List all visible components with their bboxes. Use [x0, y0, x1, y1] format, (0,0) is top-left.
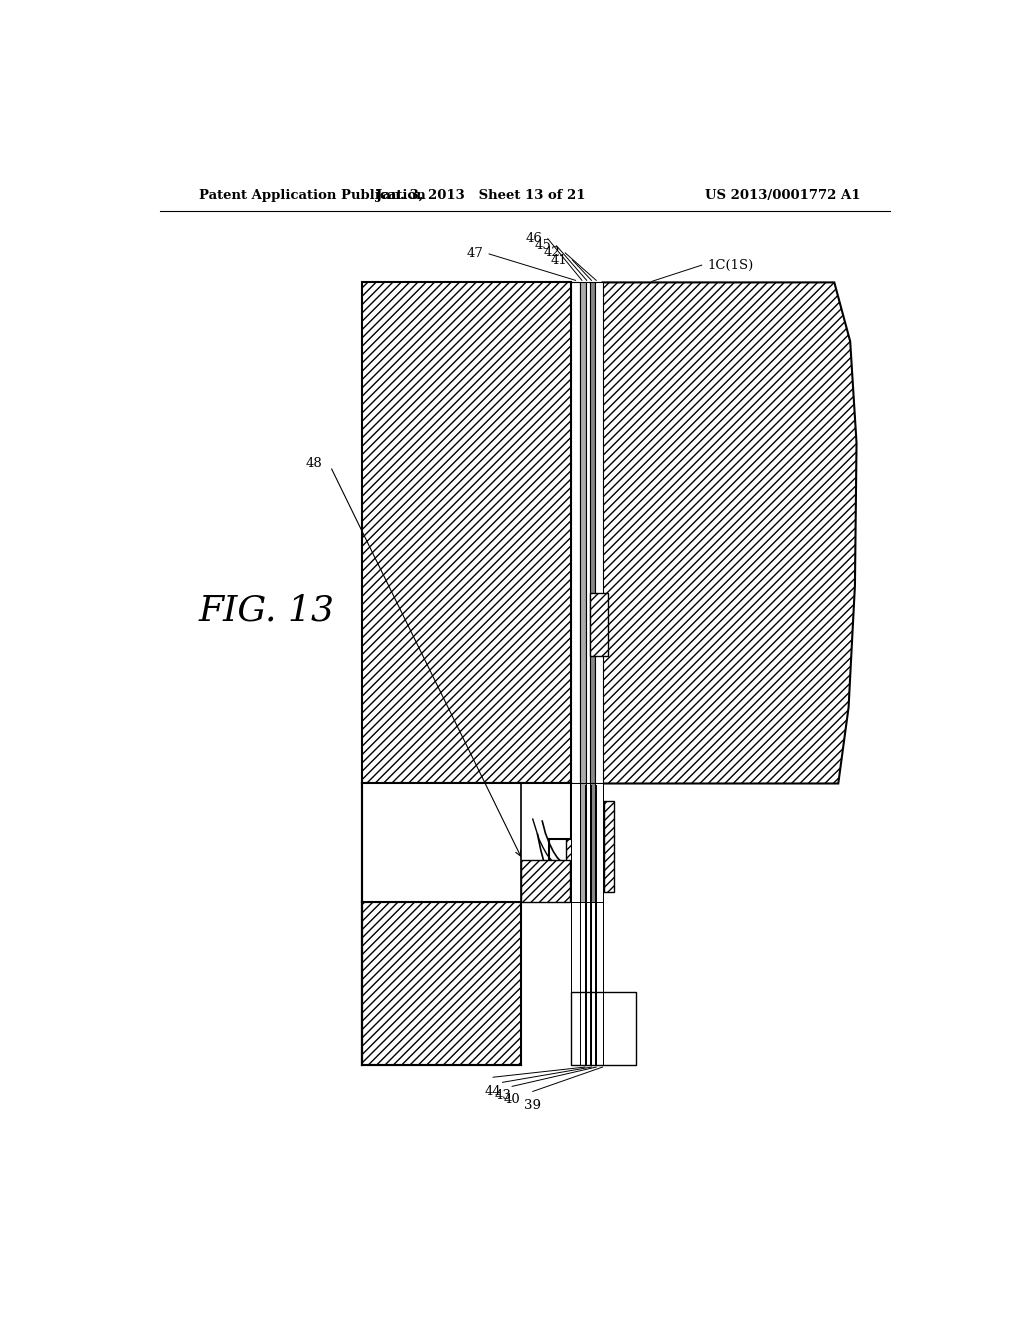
Text: 1C(1S): 1C(1S): [708, 259, 754, 272]
Text: 39: 39: [524, 1098, 542, 1111]
Bar: [581, 282, 586, 784]
Bar: [590, 282, 595, 784]
Bar: [590, 784, 595, 903]
Bar: [595, 282, 602, 784]
Text: FIG. 13: FIG. 13: [199, 594, 335, 628]
Bar: [590, 594, 608, 656]
Polygon shape: [602, 282, 856, 784]
Bar: [586, 282, 590, 784]
Bar: [362, 784, 570, 903]
Text: 43: 43: [495, 1089, 511, 1102]
Text: 46: 46: [525, 232, 543, 246]
Text: Patent Application Publication: Patent Application Publication: [200, 189, 426, 202]
Text: 45: 45: [535, 239, 552, 252]
Text: 48: 48: [306, 457, 323, 470]
Bar: [570, 991, 636, 1065]
Bar: [604, 801, 613, 892]
Text: 41: 41: [551, 253, 567, 267]
Text: 44: 44: [484, 1085, 502, 1098]
Bar: [566, 801, 604, 892]
Bar: [521, 859, 570, 903]
Bar: [362, 903, 521, 1065]
Text: 40: 40: [504, 1093, 520, 1106]
Polygon shape: [521, 784, 570, 903]
Text: US 2013/0001772 A1: US 2013/0001772 A1: [705, 189, 860, 202]
Bar: [362, 282, 570, 784]
Bar: [581, 784, 586, 903]
Bar: [595, 784, 602, 903]
Text: 47: 47: [467, 247, 483, 260]
Bar: [586, 784, 590, 903]
Bar: [570, 282, 581, 784]
Bar: [570, 784, 581, 903]
Text: Jan. 3, 2013   Sheet 13 of 21: Jan. 3, 2013 Sheet 13 of 21: [377, 189, 586, 202]
Text: 42: 42: [544, 247, 560, 260]
